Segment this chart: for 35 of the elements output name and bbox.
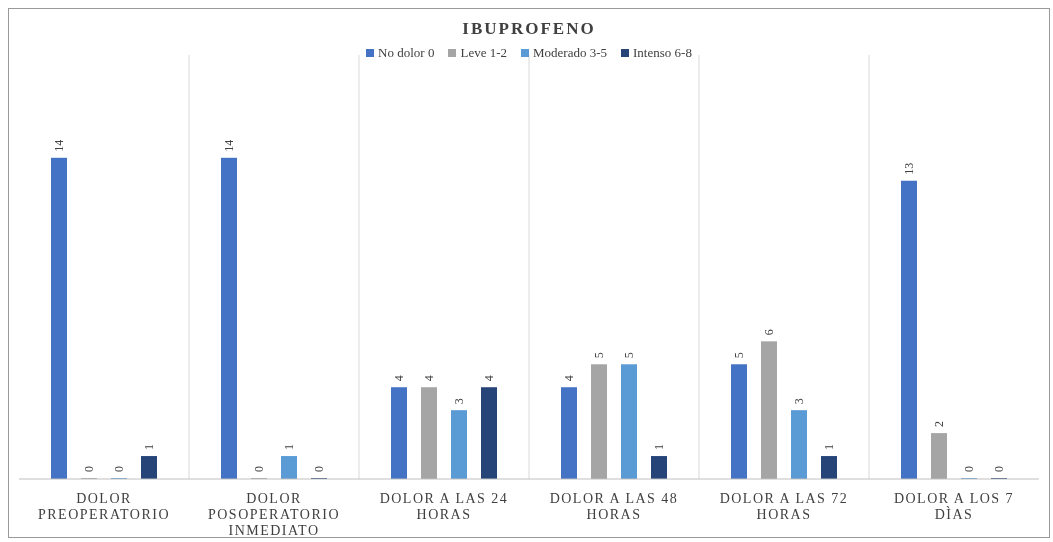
data-label: 4 (482, 375, 496, 382)
data-label: 0 (992, 466, 1006, 472)
legend-label: Intenso 6-8 (633, 45, 692, 61)
data-label: 3 (792, 398, 806, 405)
data-label: 1 (142, 444, 156, 451)
data-label: 5 (622, 352, 636, 359)
data-label: 2 (932, 421, 946, 428)
data-label: 14 (222, 139, 236, 152)
x-tick-label: DOLOR POSOPERATORIO INMEDIATO (207, 491, 341, 538)
x-tick-label: DOLOR PREOPERATORIO (37, 491, 171, 522)
x-tick-label: DOLOR A LAS 48 HORAS (549, 491, 679, 522)
data-label: 0 (312, 466, 326, 472)
chart-title: IBUPROFENO (461, 19, 597, 39)
x-tick-label: DOLOR A LAS 24 HORAS (379, 491, 509, 522)
data-label: 5 (732, 352, 746, 359)
data-label: 13 (902, 162, 916, 175)
data-label: 0 (112, 466, 126, 472)
data-label: 0 (962, 466, 976, 472)
data-label: 6 (762, 329, 776, 336)
data-label: 14 (52, 139, 66, 152)
data-label: 1 (652, 444, 666, 451)
data-label: 5 (592, 352, 606, 359)
data-label: 4 (562, 375, 576, 382)
x-tick-label: DOLOR A LAS 72 HORAS (719, 491, 849, 522)
legend-label: Moderado 3-5 (533, 45, 608, 61)
data-label: 0 (82, 466, 96, 472)
data-label: 1 (822, 444, 836, 451)
x-tick-label: DOLOR A LOS 7 DÌAS (893, 491, 1015, 522)
data-label: 0 (252, 466, 266, 472)
legend-label: Leve 1-2 (460, 45, 508, 61)
data-label: 3 (452, 398, 466, 405)
data-label: 4 (392, 375, 406, 382)
data-label: 1 (282, 444, 296, 451)
legend-label: No dolor 0 (378, 45, 435, 61)
data-label: 4 (422, 375, 436, 382)
